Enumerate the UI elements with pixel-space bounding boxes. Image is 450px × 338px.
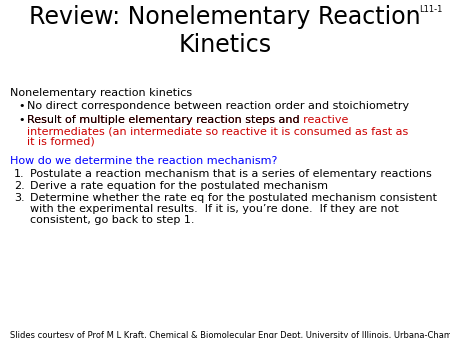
Text: Slides courtesy of Prof M L Kraft, Chemical & Biomolecular Engr Dept, University: Slides courtesy of Prof M L Kraft, Chemi… [10,331,450,338]
Text: How do we determine the reaction mechanism?: How do we determine the reaction mechani… [10,156,277,166]
Text: •: • [18,101,24,111]
Text: Nonelementary reaction kinetics: Nonelementary reaction kinetics [10,88,192,98]
Text: 2.: 2. [14,181,25,191]
Text: consistent, go back to step 1.: consistent, go back to step 1. [30,215,194,225]
Text: Result of multiple elementary reaction steps and: Result of multiple elementary reaction s… [27,115,303,125]
Text: Derive a rate equation for the postulated mechanism: Derive a rate equation for the postulate… [30,181,328,191]
Text: Result of multiple elementary reaction steps and reactive: Result of multiple elementary reaction s… [27,115,348,125]
Text: with the experimental results.  If it is, you’re done.  If they are not: with the experimental results. If it is,… [30,204,399,214]
Text: intermediates (an intermediate so reactive it is consumed as fast as: intermediates (an intermediate so reacti… [27,126,408,136]
Text: Postulate a reaction mechanism that is a series of elementary reactions: Postulate a reaction mechanism that is a… [30,169,432,179]
Text: 3.: 3. [14,193,25,203]
Text: No direct correspondence between reaction order and stoichiometry: No direct correspondence between reactio… [27,101,409,111]
Text: •: • [18,115,24,125]
Text: L11-1: L11-1 [419,5,443,14]
Text: 1.: 1. [14,169,25,179]
Text: Determine whether the rate eq for the postulated mechanism consistent: Determine whether the rate eq for the po… [30,193,437,203]
Text: Review: Nonelementary Reaction
Kinetics: Review: Nonelementary Reaction Kinetics [29,5,421,57]
Text: it is formed): it is formed) [27,137,95,147]
